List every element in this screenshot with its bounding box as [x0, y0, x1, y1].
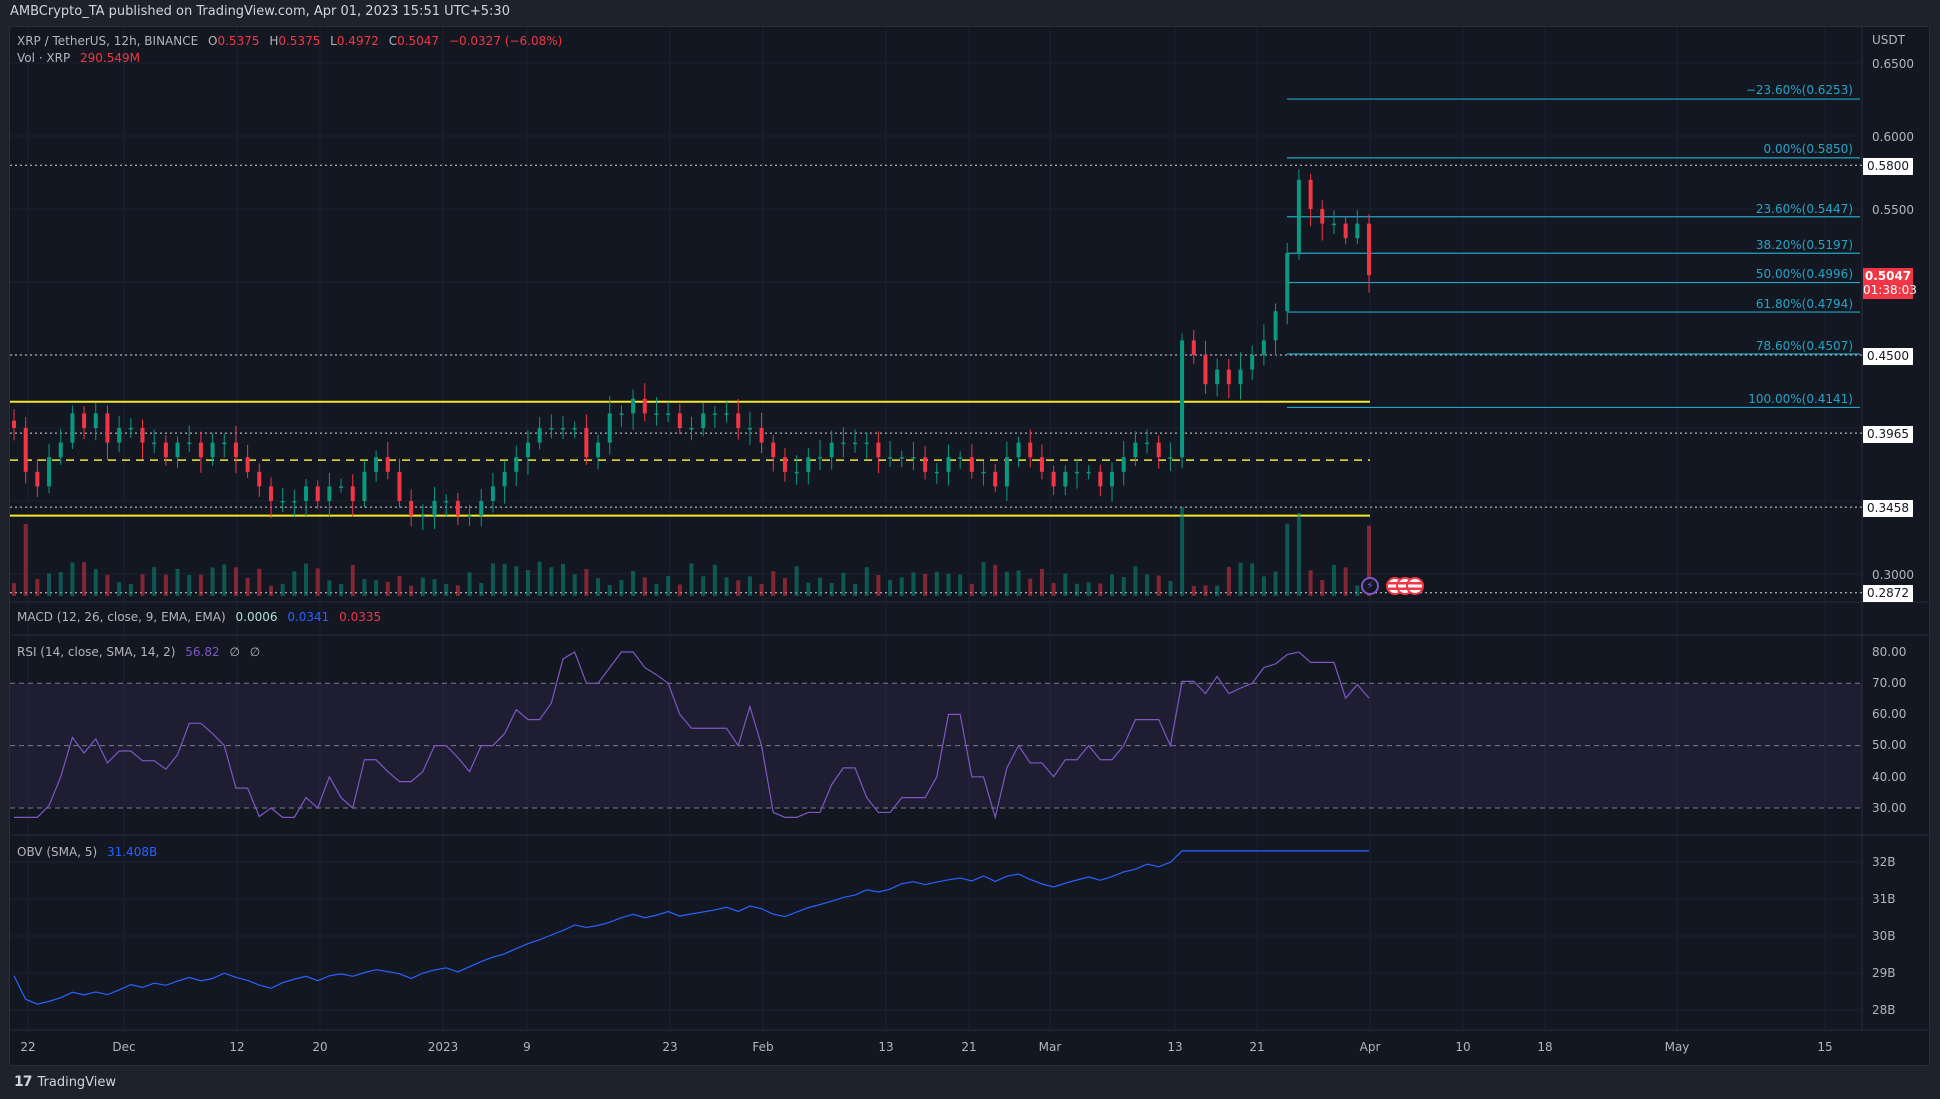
date-tick: 15 — [1817, 1040, 1833, 1054]
volume-label[interactable]: Vol · XRP — [17, 51, 71, 65]
date-tick: Mar — [1038, 1040, 1062, 1054]
price-tick: 0.3000 — [1872, 568, 1914, 582]
rsi-label[interactable]: RSI (14, close, SMA, 14, 2) — [17, 645, 176, 659]
symbol-title[interactable]: XRP / TetherUS, 12h, BINANCE — [17, 34, 199, 48]
live-price: 0.5047 — [1864, 269, 1912, 283]
price-tick: 0.6500 — [1872, 57, 1914, 71]
publish-line: AMBCrypto_TA published on TradingView.co… — [10, 4, 510, 19]
macd-value: 0.0341 — [287, 610, 330, 624]
bar-countdown: 01:38:03 — [1863, 283, 1917, 297]
date-tick: Apr — [1359, 1040, 1381, 1054]
change-value: −0.0327 (−6.08%) — [448, 34, 563, 48]
date-tick: 21 — [961, 1040, 977, 1054]
fib-label: −23.60%(0.6253) — [1745, 83, 1853, 97]
level-tag-0450: 0.4500 — [1863, 348, 1913, 365]
date-tick: 13 — [878, 1040, 894, 1054]
rsi-tick: 40.00 — [1872, 770, 1907, 784]
rsi-value: 56.82 — [185, 645, 220, 659]
rsi-tick: 60.00 — [1872, 707, 1907, 721]
tradingview-logo-icon: 17 — [14, 1074, 33, 1090]
open-value: 0.5375 — [217, 34, 260, 48]
obv-label[interactable]: OBV (SMA, 5) — [17, 845, 98, 859]
rsi-tick: 70.00 — [1872, 676, 1907, 690]
fib-label: 23.60%(0.5447) — [1755, 202, 1853, 216]
fib-label: 0.00%(0.5850) — [1763, 142, 1853, 156]
date-tick: Dec — [112, 1040, 136, 1054]
currency-label: USDT — [1872, 33, 1905, 47]
close-value: 0.5047 — [397, 34, 440, 48]
obv-tick: 31B — [1872, 892, 1896, 906]
date-tick: 23 — [662, 1040, 678, 1054]
fib-label: 100.00%(0.4141) — [1748, 392, 1853, 406]
level-tag-02872: 0.2872 — [1863, 585, 1913, 602]
obv-legend: OBV (SMA, 5) 31.408B — [17, 845, 163, 859]
date-tick: 2023 — [427, 1040, 459, 1054]
level-tag-0580: 0.5800 — [1863, 158, 1913, 175]
obv-tick: 28B — [1872, 1003, 1896, 1017]
live-price-tag: 0.5047 01:38:03 — [1863, 268, 1917, 299]
volume-value: 290.549M — [80, 51, 141, 65]
obv-tick: 29B — [1872, 966, 1896, 980]
macd-signal-value: 0.0335 — [339, 610, 382, 624]
macd-legend: MACD (12, 26, close, 9, EMA, EMA) 0.0006… — [17, 610, 387, 624]
date-tick: 12 — [229, 1040, 245, 1054]
date-tick: 21 — [1249, 1040, 1265, 1054]
date-tick: 10 — [1455, 1040, 1471, 1054]
rsi-tick: 50.00 — [1872, 738, 1907, 752]
symbol-legend: XRP / TetherUS, 12h, BINANCE O0.5375 H0.… — [17, 34, 563, 48]
footer: 17 TradingView — [14, 1074, 116, 1090]
obv-tick: 30B — [1872, 929, 1896, 943]
obv-tick: 32B — [1872, 855, 1896, 869]
date-tick: Feb — [752, 1040, 774, 1054]
fib-label: 78.60%(0.4507) — [1755, 339, 1853, 353]
high-value: 0.5375 — [278, 34, 321, 48]
date-tick: 22 — [20, 1040, 36, 1054]
date-tick: 9 — [523, 1040, 531, 1054]
price-tick: 0.6000 — [1872, 130, 1914, 144]
brand-name: TradingView — [37, 1074, 117, 1090]
level-tag-03965: 0.3965 — [1863, 426, 1913, 443]
date-tick: May — [1664, 1040, 1690, 1054]
volume-legend: Vol · XRP 290.549M — [17, 51, 146, 65]
fib-label: 50.00%(0.4996) — [1755, 267, 1853, 281]
rsi-tick: 30.00 — [1872, 801, 1907, 815]
date-tick: 20 — [312, 1040, 328, 1054]
price-tick: 0.5500 — [1872, 203, 1914, 217]
low-value: 0.4972 — [336, 34, 379, 48]
fib-label: 61.80%(0.4794) — [1755, 297, 1853, 311]
fib-label: 38.20%(0.5197) — [1755, 238, 1853, 252]
us-flag-event-icon[interactable] — [1406, 577, 1424, 595]
macd-hist-value: 0.0006 — [235, 610, 278, 624]
date-tick: 13 — [1167, 1040, 1183, 1054]
lightning-event-icon[interactable]: ⚡ — [1361, 577, 1379, 595]
obv-value: 31.408B — [106, 845, 158, 859]
rsi-tick: 80.00 — [1872, 645, 1907, 659]
macd-label[interactable]: MACD (12, 26, close, 9, EMA, EMA) — [17, 610, 226, 624]
rsi-legend: RSI (14, close, SMA, 14, 2) 56.82 ∅ ∅ — [17, 645, 261, 659]
level-tag-03458: 0.3458 — [1863, 500, 1913, 517]
date-tick: 18 — [1537, 1040, 1553, 1054]
